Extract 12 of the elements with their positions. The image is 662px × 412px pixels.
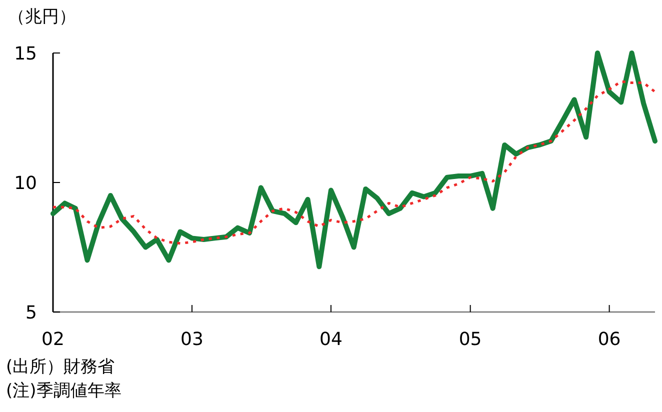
text: (出所）財務省 — [6, 357, 115, 377]
y-axis-title: （兆円） — [8, 7, 76, 27]
y-tick-label: 15 — [14, 43, 37, 64]
x-tick-label: 03 — [180, 329, 204, 350]
y-tick-label: 5 — [26, 302, 37, 324]
x-tick-label: 02 — [42, 329, 64, 350]
x-tick-label: 06 — [598, 329, 621, 350]
y-tick-label: 10 — [14, 172, 37, 194]
line-series — [52, 80, 656, 245]
x-tick-label: 05 — [458, 329, 482, 350]
x-tick-label: 04 — [320, 329, 342, 350]
text: (注)季調値年率 — [6, 381, 122, 401]
